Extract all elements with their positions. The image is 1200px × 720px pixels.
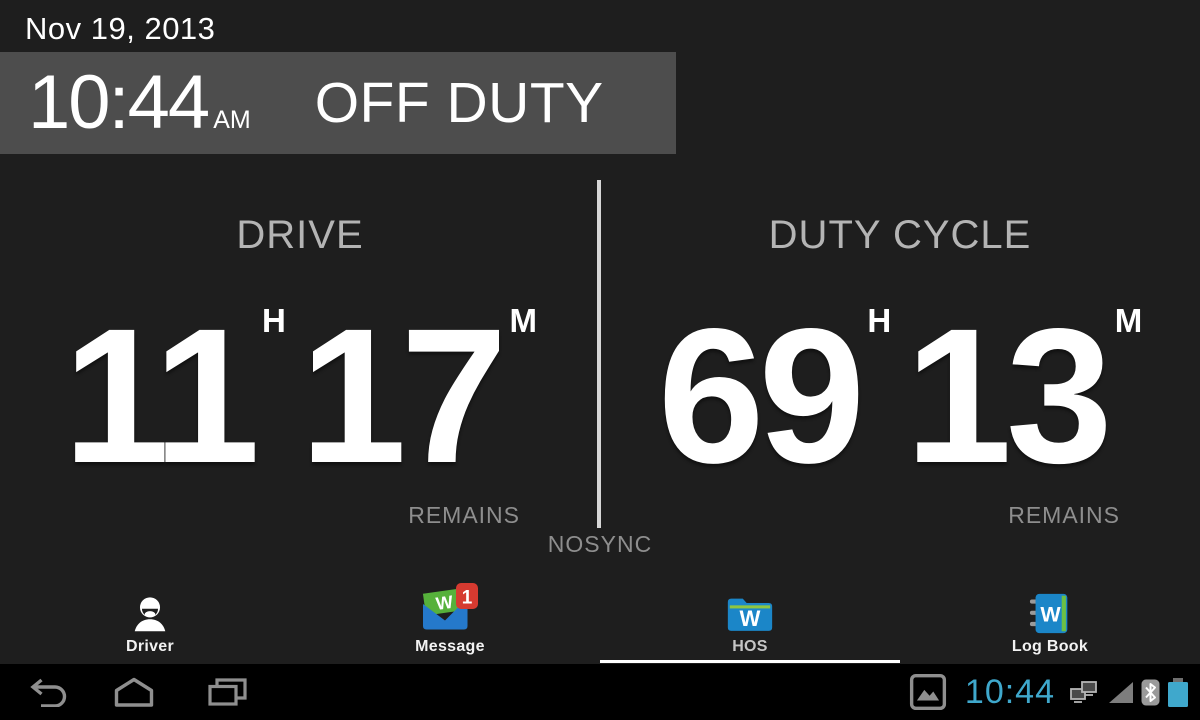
duty-cycle-minutes-unit: M — [1114, 302, 1143, 339]
counters-area: DRIVE 11 H 17 M REMAINS DUTY CYCLE 69 H … — [0, 154, 1200, 578]
screenshot-thumbnail-icon[interactable] — [909, 673, 947, 711]
duty-cycle-remains-caption: REMAINS — [1008, 502, 1120, 528]
battery-icon — [1166, 677, 1190, 708]
tab-logbook[interactable]: W Log Book — [900, 578, 1200, 664]
duty-status-label: OFF DUTY — [314, 70, 604, 135]
drive-title: DRIVE — [236, 213, 364, 257]
back-button[interactable] — [22, 664, 74, 720]
tab-message[interactable]: W 1 Message — [300, 578, 600, 664]
tab-hos-label: HOS — [732, 638, 768, 655]
android-nav-bar: 10:44 — [0, 664, 1200, 720]
status-time: 10:44 — [28, 60, 210, 145]
home-button[interactable] — [106, 664, 162, 720]
duty-cycle-title: DUTY CYCLE — [768, 213, 1032, 257]
date-label: Nov 19, 2013 — [25, 11, 216, 46]
drive-minutes-unit: M — [509, 302, 537, 339]
duty-cycle-minutes-value: 13 — [905, 288, 1113, 503]
app-tab-bar: Driver W 1 Message — [0, 578, 1200, 664]
status-clock-group: 10:44 AM — [28, 65, 251, 141]
tab-hos[interactable]: W HOS — [600, 578, 900, 664]
svg-text:W: W — [434, 592, 454, 614]
recents-button[interactable] — [200, 664, 256, 720]
active-tab-indicator — [600, 660, 900, 663]
home-icon — [114, 677, 154, 707]
network-icon — [1069, 679, 1101, 706]
duty-cycle-hours-value: 69 — [657, 288, 866, 503]
status-meridiem: AM — [213, 106, 251, 134]
logbook-icon: W — [1029, 593, 1067, 634]
duty-cycle-hours-unit: H — [867, 302, 892, 339]
duty-cycle-counter: 69 H 13 M — [600, 300, 1200, 492]
duty-cycle-panel: DUTY CYCLE 69 H 13 M REMAINS — [600, 154, 1200, 578]
signal-icon — [1107, 680, 1135, 705]
system-clock: 10:44 — [964, 673, 1055, 711]
drive-hours-value: 11 — [63, 288, 260, 503]
duty-status-bar[interactable]: 10:44 AM OFF DUTY — [0, 52, 676, 154]
message-icon: W 1 — [422, 583, 478, 630]
svg-text:W: W — [740, 606, 761, 631]
drive-panel: DRIVE 11 H 17 M REMAINS — [0, 154, 600, 578]
drive-remains-caption: REMAINS — [408, 502, 520, 528]
tab-logbook-label: Log Book — [1011, 638, 1089, 655]
tab-driver[interactable]: Driver — [0, 578, 300, 664]
back-icon — [30, 678, 67, 707]
driver-icon — [134, 597, 166, 632]
tab-message-label: Message — [415, 638, 485, 655]
drive-hours-unit: H — [262, 302, 286, 339]
message-badge-count: 1 — [461, 588, 472, 609]
tab-driver-label: Driver — [125, 638, 175, 655]
svg-text:W: W — [1040, 602, 1061, 626]
message-badge: 1 — [455, 583, 478, 609]
bluetooth-icon — [1141, 679, 1160, 706]
sync-status-label: NOSYNC — [547, 531, 653, 557]
vertical-divider — [597, 180, 601, 528]
drive-counter: 11 H 17 M — [0, 300, 600, 492]
drive-minutes-value: 17 — [299, 288, 508, 503]
recents-icon — [208, 678, 247, 706]
system-tray[interactable]: 10:44 — [903, 664, 1190, 720]
hos-folder-icon: W — [727, 598, 773, 631]
